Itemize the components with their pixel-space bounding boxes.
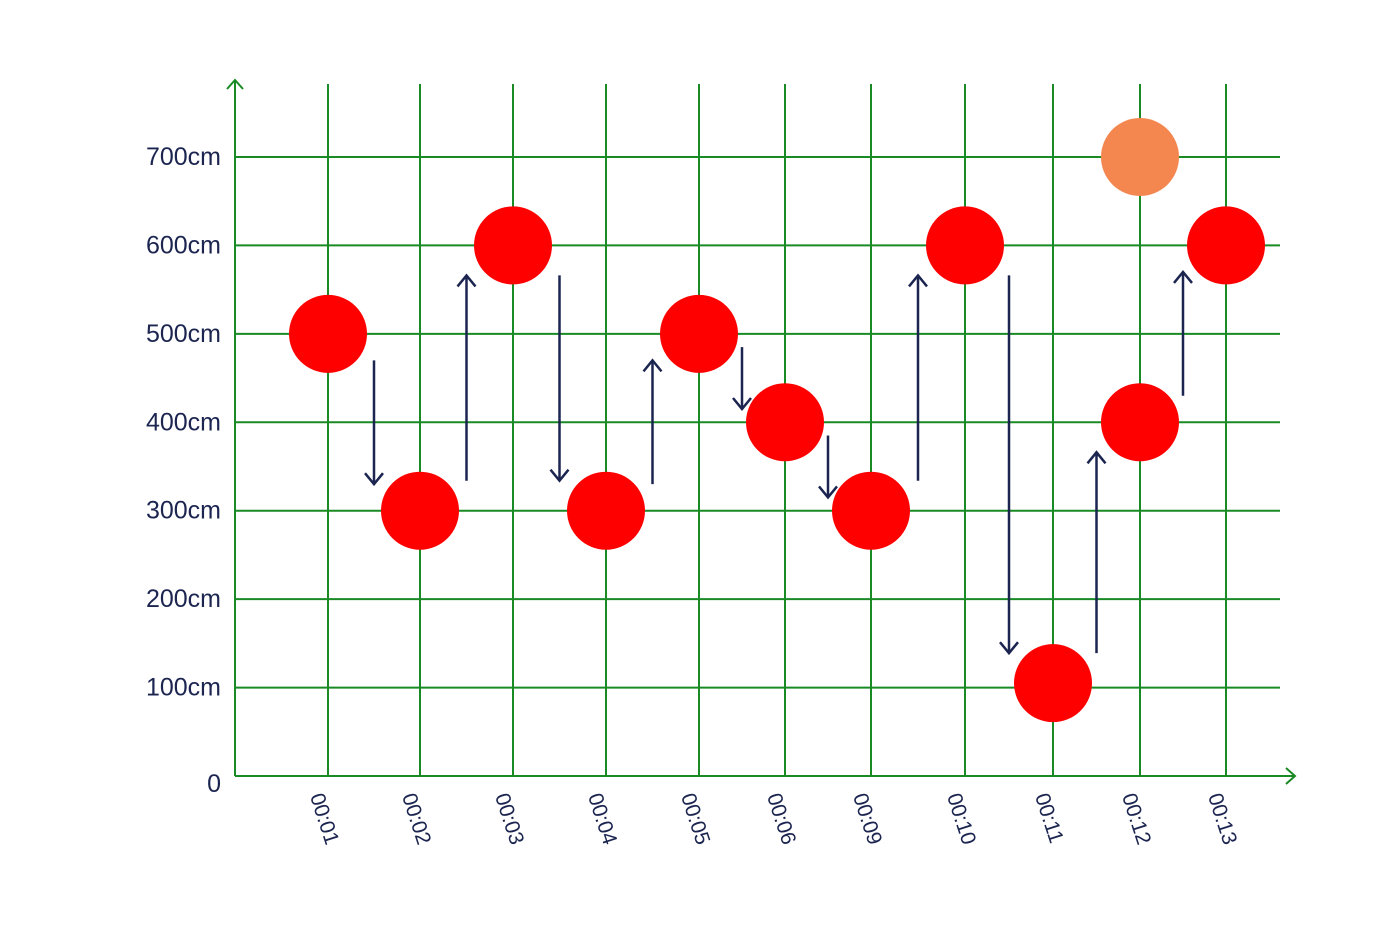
x-tick-label: 00:11: [1030, 790, 1068, 846]
transition-arrowhead: [642, 358, 663, 373]
data-point: [1187, 206, 1265, 285]
data-point: [660, 294, 738, 373]
data-point: [289, 294, 367, 373]
data-point: [474, 206, 552, 285]
highlight-point: [1101, 117, 1179, 196]
x-tick-label: 00:13: [1203, 790, 1241, 847]
transition-arrowhead: [1086, 450, 1107, 465]
data-point: [832, 471, 910, 550]
y-tick-label: 0: [207, 770, 221, 798]
tick-labels: 0 100cm 200cm 300cm 400cm 500cm 600cm 700cm 00:0…: [146, 143, 1241, 848]
transition-arrowhead: [732, 397, 752, 411]
y-tick-label: 600cm: [146, 231, 221, 259]
data-points: [289, 117, 1265, 723]
y-tick-label: 500cm: [146, 320, 221, 348]
y-tick-label: 700cm: [146, 143, 221, 171]
transition-arrowhead: [456, 273, 477, 288]
data-point: [567, 471, 645, 550]
transition-arrowhead: [818, 485, 838, 500]
transition-arrowhead: [908, 273, 928, 288]
transition-arrows: [364, 269, 1193, 656]
y-tick-label: 400cm: [146, 408, 221, 436]
x-tick-label: 00:09: [848, 790, 886, 847]
transition-arrowhead: [1173, 269, 1193, 284]
data-point: [1014, 644, 1092, 723]
y-axis-arrowhead: [226, 78, 244, 90]
x-axis-arrowhead: [1285, 767, 1297, 785]
data-point: [746, 383, 824, 462]
x-tick-label: 00:10: [942, 790, 980, 847]
axes: [226, 78, 1297, 785]
transition-arrowhead: [549, 468, 570, 483]
y-tick-label: 300cm: [146, 497, 221, 525]
x-tick-label: 00:01: [305, 790, 343, 847]
y-tick-label: 200cm: [146, 585, 221, 613]
x-tick-label: 00:03: [490, 790, 528, 847]
transition-arrowhead: [999, 641, 1019, 656]
y-tick-label: 100cm: [146, 674, 221, 702]
x-tick-label: 00:02: [397, 790, 435, 847]
x-tick-label: 00:05: [676, 790, 714, 847]
data-point: [381, 471, 459, 550]
transition-arrowhead: [364, 472, 384, 487]
data-point: [1101, 383, 1179, 462]
x-tick-label: 00:12: [1117, 790, 1155, 847]
x-tick-label: 00:04: [583, 790, 621, 847]
data-point: [926, 206, 1004, 285]
x-tick-label: 00:06: [762, 790, 800, 847]
